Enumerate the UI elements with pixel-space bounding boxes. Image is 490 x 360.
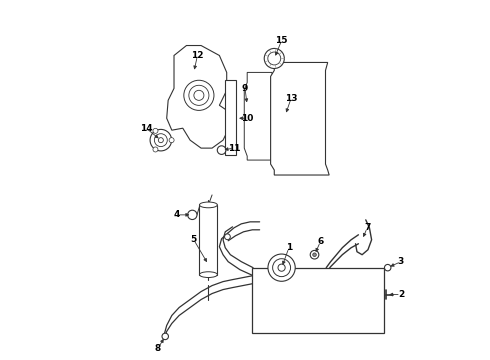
Circle shape [189, 85, 209, 105]
Circle shape [268, 254, 295, 281]
Text: 5: 5 [191, 235, 197, 244]
Text: 13: 13 [285, 94, 297, 103]
Ellipse shape [199, 272, 218, 278]
Circle shape [313, 253, 317, 257]
Circle shape [184, 80, 214, 111]
Text: 3: 3 [398, 257, 404, 266]
Circle shape [169, 138, 174, 143]
Bar [199, 205, 218, 275]
Ellipse shape [199, 202, 218, 208]
Circle shape [268, 52, 281, 65]
Text: 10: 10 [241, 114, 253, 123]
Text: 11: 11 [228, 144, 240, 153]
Text: 6: 6 [317, 237, 323, 246]
Circle shape [278, 264, 285, 271]
Circle shape [153, 128, 158, 133]
Circle shape [150, 129, 172, 151]
Text: 12: 12 [191, 51, 204, 60]
Text: 14: 14 [140, 124, 152, 133]
Text: 9: 9 [242, 84, 248, 93]
Circle shape [153, 147, 158, 152]
Circle shape [188, 210, 197, 220]
Circle shape [264, 49, 284, 68]
Polygon shape [245, 72, 272, 160]
Circle shape [224, 234, 230, 240]
Polygon shape [167, 45, 230, 148]
Circle shape [310, 251, 319, 259]
Bar [252, 268, 384, 333]
Circle shape [272, 259, 291, 276]
Circle shape [194, 90, 204, 100]
Text: 1: 1 [286, 243, 292, 252]
Polygon shape [270, 62, 329, 175]
Text: 8: 8 [155, 344, 161, 353]
Text: 7: 7 [364, 223, 370, 232]
Circle shape [162, 333, 169, 339]
Circle shape [385, 265, 391, 271]
Polygon shape [225, 80, 236, 155]
Text: 15: 15 [275, 36, 288, 45]
Circle shape [158, 138, 163, 143]
Circle shape [217, 146, 226, 154]
Text: 4: 4 [174, 210, 180, 219]
Circle shape [154, 134, 167, 147]
Text: 2: 2 [398, 290, 404, 299]
